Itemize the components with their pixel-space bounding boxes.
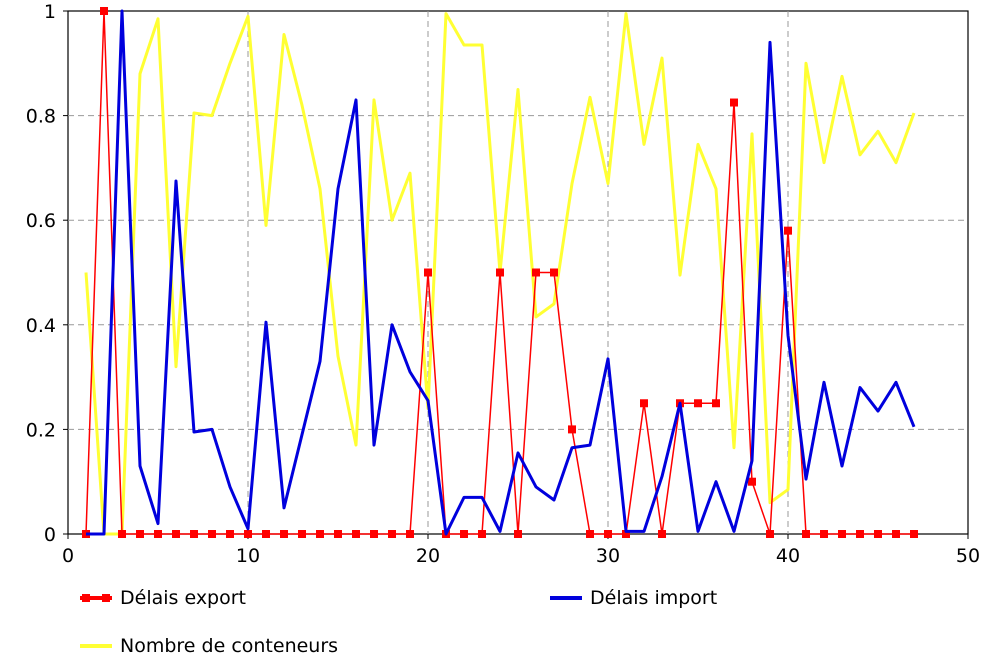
data-point-marker xyxy=(586,530,594,538)
data-point-marker xyxy=(874,530,882,538)
y-tick-label: 0.2 xyxy=(26,419,56,441)
data-point-marker xyxy=(604,530,612,538)
data-point-marker xyxy=(820,530,828,538)
x-tick-label: 40 xyxy=(776,545,800,567)
data-point-marker xyxy=(658,530,666,538)
legend-label: Nombre de conteneurs xyxy=(120,635,338,657)
data-point-marker xyxy=(730,98,738,107)
data-point-marker xyxy=(694,399,702,408)
y-tick-label: 1 xyxy=(44,1,56,23)
y-tick-label: 0.8 xyxy=(26,106,56,128)
data-point-marker xyxy=(316,530,324,538)
data-point-marker xyxy=(838,530,846,538)
series-layer xyxy=(82,7,918,538)
legend-label: Délais import xyxy=(590,587,717,609)
data-point-marker xyxy=(334,530,342,538)
data-point-marker xyxy=(352,530,360,538)
data-point-marker xyxy=(172,530,180,538)
data-point-marker xyxy=(298,530,306,538)
data-point-marker xyxy=(856,530,864,538)
data-point-marker xyxy=(424,268,432,277)
legend-marker xyxy=(102,594,110,602)
data-point-marker xyxy=(802,530,810,538)
data-point-marker xyxy=(496,268,504,277)
data-point-marker xyxy=(766,530,774,538)
data-point-marker xyxy=(226,530,234,538)
data-point-marker xyxy=(154,530,162,538)
axis-ticks: 0 10 20 30 40 50 0 0.2 0.4 0.6 0.8 1 xyxy=(26,1,980,567)
x-tick-label: 0 xyxy=(62,545,74,567)
x-tick-label: 30 xyxy=(596,545,620,567)
data-point-marker xyxy=(100,7,108,15)
data-point-marker xyxy=(514,530,522,538)
data-point-marker xyxy=(622,530,630,538)
data-point-marker xyxy=(280,530,288,538)
y-tick-label: 0.6 xyxy=(26,210,56,232)
y-tick-label: 0 xyxy=(44,524,56,546)
series-line-1 xyxy=(86,9,916,536)
data-point-marker xyxy=(748,477,756,486)
data-point-marker xyxy=(208,530,216,538)
legend-marker xyxy=(82,594,90,602)
legend: Délais export Délais import Nombre de cont… xyxy=(80,587,717,657)
data-point-marker xyxy=(550,268,558,277)
x-tick-label: 50 xyxy=(956,545,980,567)
data-point-marker xyxy=(568,425,576,434)
data-point-marker xyxy=(118,530,126,538)
data-point-marker xyxy=(784,226,792,235)
data-point-marker xyxy=(244,530,252,538)
data-point-marker xyxy=(712,399,720,408)
x-tick-label: 10 xyxy=(236,545,260,567)
data-point-marker xyxy=(388,530,396,538)
data-point-marker xyxy=(370,530,378,538)
x-tick-label: 20 xyxy=(416,545,440,567)
legend-label: Délais export xyxy=(120,587,246,609)
data-point-marker xyxy=(262,530,270,538)
data-point-marker xyxy=(136,530,144,538)
data-point-marker xyxy=(640,399,648,408)
data-point-marker xyxy=(910,530,918,538)
data-point-marker xyxy=(406,530,414,538)
data-point-marker xyxy=(892,530,900,538)
y-tick-label: 0.4 xyxy=(26,315,56,337)
data-point-marker xyxy=(478,530,486,538)
data-point-marker xyxy=(460,530,468,538)
data-point-marker xyxy=(532,268,540,277)
data-point-marker xyxy=(190,530,198,538)
